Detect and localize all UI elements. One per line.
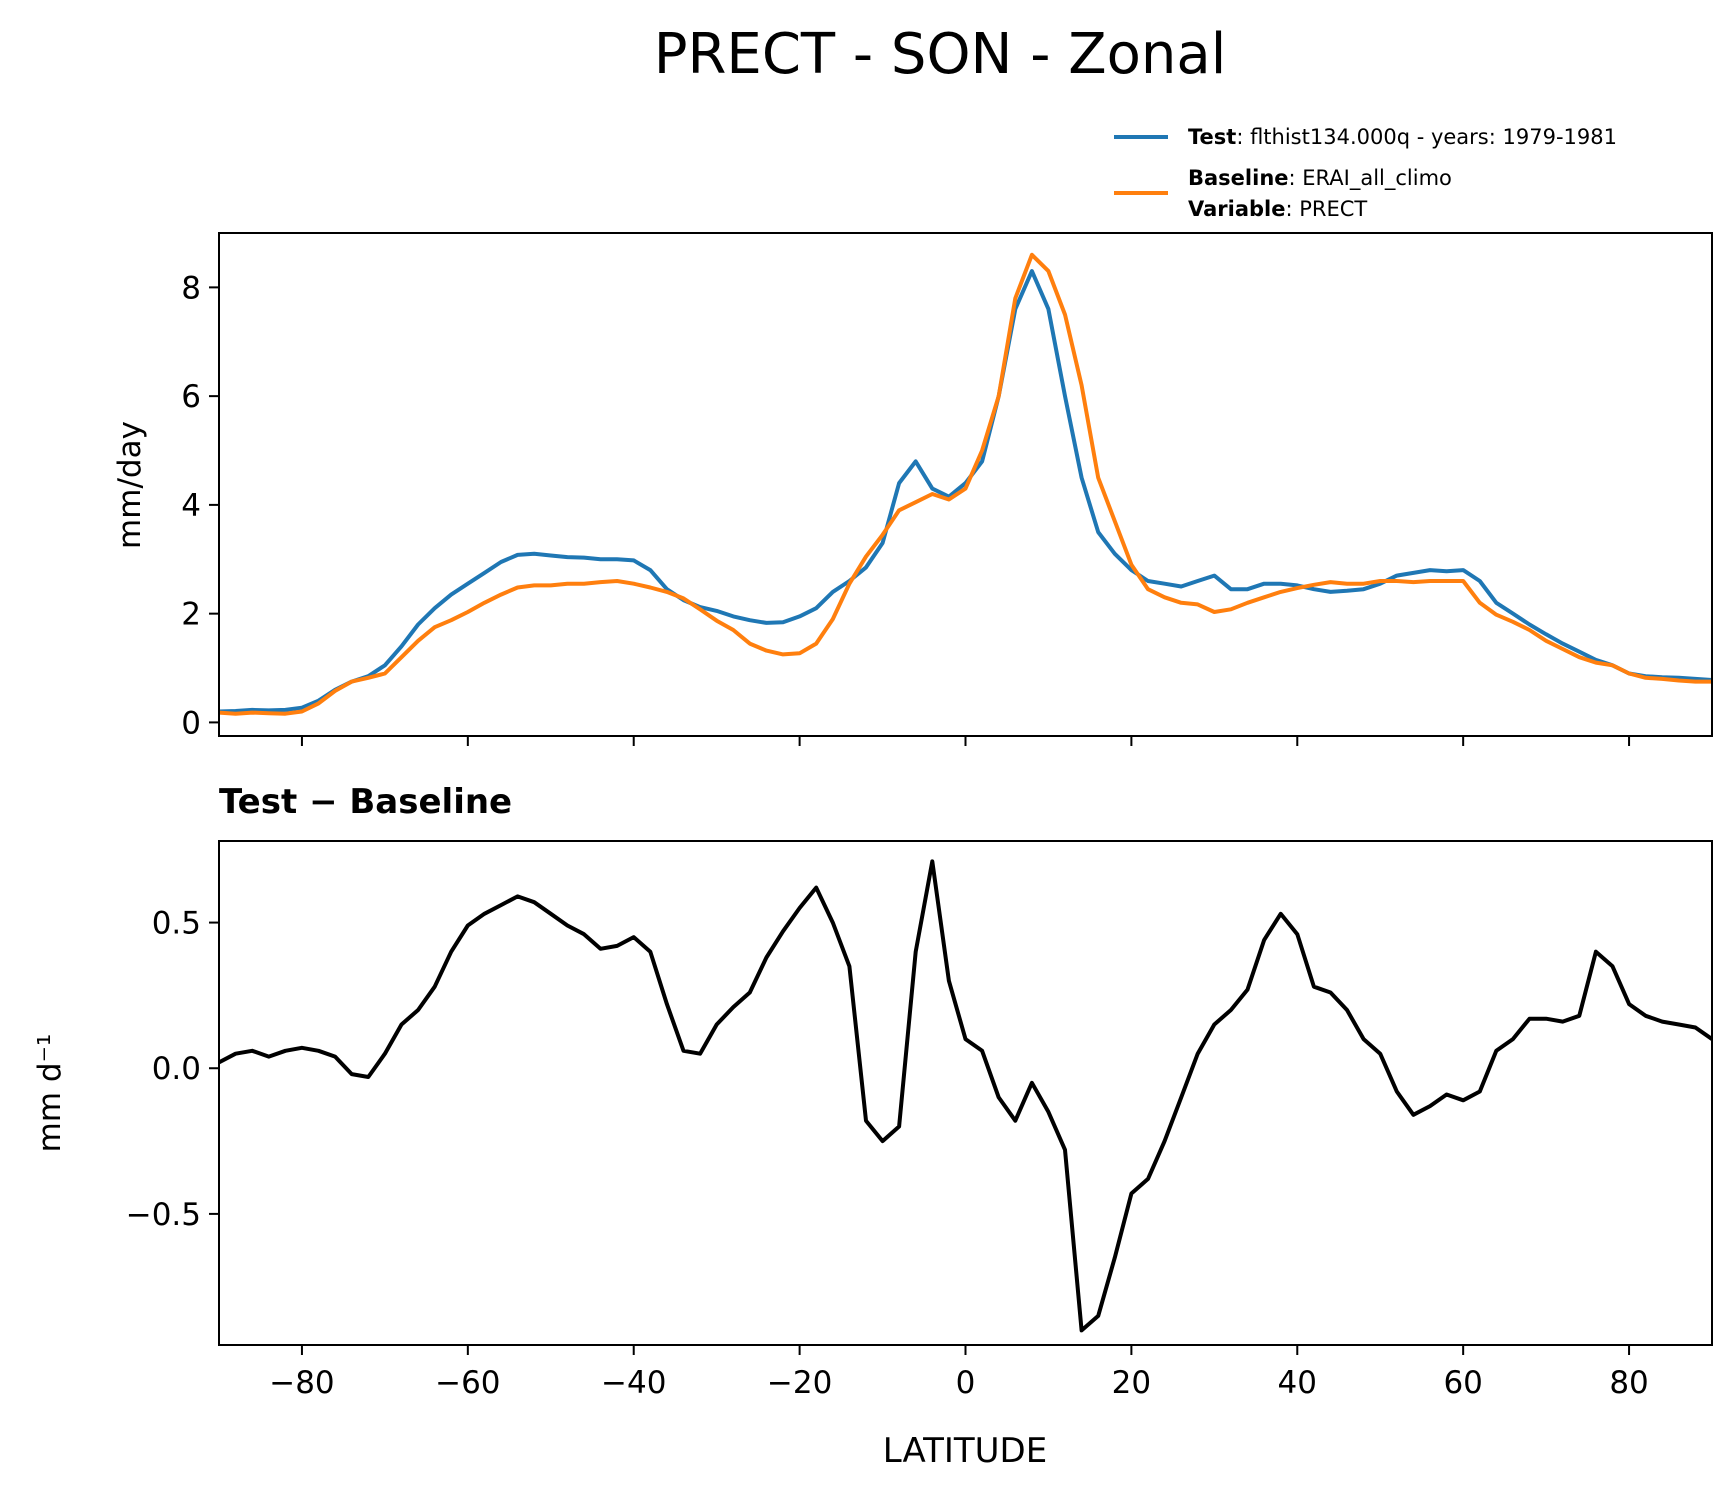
x-tick-label: −40 xyxy=(601,1365,666,1401)
figure-title: PRECT - SON - Zonal xyxy=(654,22,1227,87)
bottom-panel: Test − Baseline −0.5 0.0 0.5 −80 −60 −40 −20 0… xyxy=(32,782,1713,1471)
svg-text:Baseline: ERAI_all_climo: Baseline: ERAI_all_climo xyxy=(1188,166,1452,191)
top-y-tick-label: 6 xyxy=(181,379,201,415)
top-series-lines xyxy=(219,252,1712,716)
bottom-y-axis-label: mm d⁻¹ xyxy=(32,1034,68,1153)
x-tick-label: −80 xyxy=(269,1365,334,1401)
top-y-axis-label: mm/day xyxy=(112,421,148,549)
top-y-tick-label: 2 xyxy=(181,597,201,633)
top-series-test xyxy=(219,269,1712,714)
x-tick-label: −20 xyxy=(767,1365,832,1401)
top-y-tick-labels: 0 2 4 6 8 xyxy=(181,270,201,741)
legend-variable-text: : PRECT xyxy=(1285,197,1367,221)
legend-baseline-text: : ERAI_all_climo xyxy=(1289,166,1452,191)
bottom-y-tick-label: 0.5 xyxy=(152,906,201,942)
top-panel: 0 2 4 6 8 mm/day xyxy=(112,232,1713,746)
top-series-baseline xyxy=(219,252,1712,716)
x-tick-label: 80 xyxy=(1609,1365,1648,1401)
bottom-tick-marks xyxy=(209,921,1631,1355)
bottom-x-tick-labels: −80 −60 −40 −20 0 20 40 60 80 xyxy=(269,1365,1649,1401)
legend-variable-label: Variable xyxy=(1188,197,1285,221)
top-y-tick-label: 8 xyxy=(181,270,201,306)
top-axes-frame xyxy=(218,232,1713,737)
x-tick-label: 40 xyxy=(1278,1365,1317,1401)
bottom-y-tick-label: 0.0 xyxy=(152,1051,201,1087)
bottom-series-lines xyxy=(219,859,1712,1333)
bottom-panel-title: Test − Baseline xyxy=(219,782,512,822)
top-y-tick-label: 0 xyxy=(181,705,201,741)
svg-text:Test: flthist134.000q - years:: Test: flthist134.000q - years: 1979-1981 xyxy=(1188,125,1617,149)
svg-text:Variable: PRECT: Variable: PRECT xyxy=(1188,197,1367,221)
legend-test-text: : flthist134.000q - years: 1979-1981 xyxy=(1236,125,1617,149)
x-tick-label: 20 xyxy=(1112,1365,1151,1401)
legend: Test: flthist134.000q - years: 1979-1981… xyxy=(1114,125,1617,221)
x-tick-label: 0 xyxy=(956,1365,976,1401)
bottom-axes-frame xyxy=(218,840,1713,1346)
top-tick-marks xyxy=(209,286,1631,746)
bottom-y-tick-labels: −0.5 0.0 0.5 xyxy=(126,906,201,1233)
legend-test-label: Test xyxy=(1188,125,1236,149)
x-axis-label: LATITUDE xyxy=(883,1431,1047,1471)
x-tick-label: 60 xyxy=(1443,1365,1482,1401)
bottom-series-test-baseline xyxy=(219,859,1712,1333)
x-tick-label: −60 xyxy=(435,1365,500,1401)
legend-baseline-label: Baseline xyxy=(1188,166,1289,190)
bottom-y-tick-label: −0.5 xyxy=(126,1197,201,1233)
top-y-tick-label: 4 xyxy=(181,488,201,524)
